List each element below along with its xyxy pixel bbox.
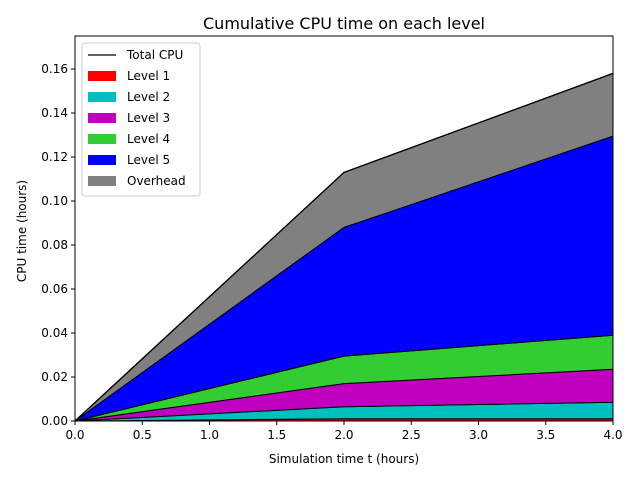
y-tick-label: 0.02 [41, 370, 68, 384]
x-tick-label: 0.5 [133, 428, 152, 442]
total-cpu-line [74, 72, 614, 422]
legend-swatch-level-4 [88, 134, 116, 144]
x-tick-label: 2.0 [334, 428, 353, 442]
x-tick-label: 2.5 [402, 428, 421, 442]
legend-swatch-level-2 [88, 92, 116, 102]
legend-label-level-5: Level 5 [127, 153, 170, 167]
y-tick-label: 0.12 [41, 150, 68, 164]
legend-label-level-2: Level 2 [127, 90, 170, 104]
x-tick-label: 1.0 [200, 428, 219, 442]
y-tick-label: 0.16 [41, 62, 68, 76]
chart-title: Cumulative CPU time on each level [203, 14, 485, 33]
legend-swatch-overhead [88, 176, 116, 186]
legend-swatch-level-5 [88, 155, 116, 165]
x-tick-label: 3.0 [469, 428, 488, 442]
legend-swatch-level-3 [88, 113, 116, 123]
y-tick-label: 0.08 [41, 238, 68, 252]
x-tick-label: 0.0 [65, 428, 84, 442]
y-tick-label: 0.06 [41, 282, 68, 296]
legend-label-total-cpu: Total CPU [126, 48, 183, 62]
legend-label-level-4: Level 4 [127, 132, 170, 146]
x-tick-label: 1.5 [267, 428, 286, 442]
x-tick-label: 4.0 [603, 428, 622, 442]
axes: 0.0 0.5 1.0 1.5 2.0 2.5 3.0 3.5 4.0 0.00 0.02 0.04 0… [41, 35, 623, 442]
legend-swatch-level-1 [88, 71, 116, 81]
y-tick-label: 0.00 [41, 414, 68, 428]
y-tick-label: 0.10 [41, 194, 68, 208]
legend-label-level-1: Level 1 [127, 69, 170, 83]
legend-label-overhead: Overhead [127, 174, 186, 188]
legend-label-level-3: Level 3 [127, 111, 170, 125]
total-cpu-line-group [74, 72, 614, 422]
legend: Total CPU Level 1 Level 2 Level 3 Level 4 Lev… [81, 42, 201, 197]
y-axis-label: CPU time (hours) [15, 180, 29, 282]
x-tick-label: 3.5 [536, 428, 555, 442]
y-tick-label: 0.14 [41, 106, 68, 120]
y-tick-label: 0.04 [41, 326, 68, 340]
x-axis-label: Simulation time t (hours) [269, 452, 419, 466]
